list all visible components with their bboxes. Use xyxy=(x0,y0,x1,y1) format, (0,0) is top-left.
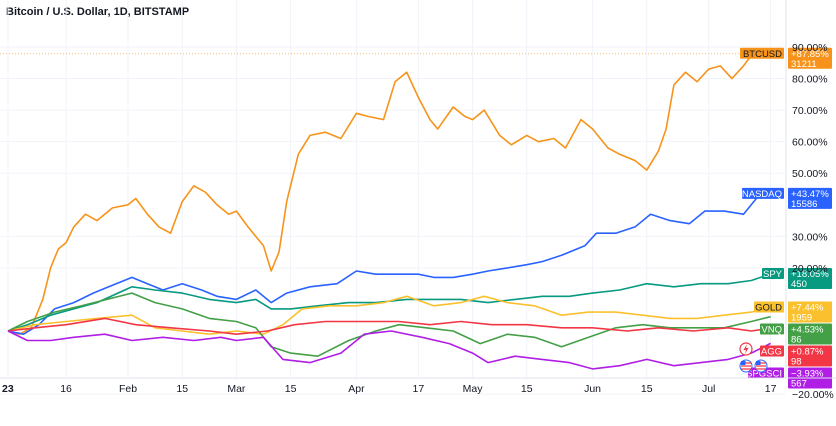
y-tick-label: 20.00% xyxy=(792,263,828,275)
price-label: 567 xyxy=(791,379,807,390)
x-tick-label: Apr xyxy=(348,383,365,395)
x-tick-label: May xyxy=(463,383,484,395)
symbol-tag xyxy=(742,187,784,199)
value-box xyxy=(788,187,832,209)
symbol-name: SPGSCI xyxy=(746,369,782,380)
symbol-name: VNQ xyxy=(761,325,782,336)
symbol-name: SPY xyxy=(763,269,783,280)
y-tick-label: 60.00% xyxy=(792,137,828,149)
symbol-tag xyxy=(740,47,784,59)
y-tick-label: 30.00% xyxy=(792,231,828,243)
x-tick-label: 17 xyxy=(413,383,425,395)
price-label: 450 xyxy=(791,279,807,290)
symbol-tag xyxy=(762,268,784,280)
x-tick-label: Jul xyxy=(702,383,715,395)
change-label: +87.85% xyxy=(791,49,829,60)
x-tick-label: 15 xyxy=(176,383,188,395)
y-tick-label: 50.00% xyxy=(792,168,828,180)
series-label-nasdaq[interactable]: NASDAQ +43.47%15586 xyxy=(742,187,832,210)
price-label: 15586 xyxy=(791,199,817,210)
lightning-icon[interactable] xyxy=(739,342,753,356)
symbol-name: NASDAQ xyxy=(742,189,782,200)
x-tick-label: 15 xyxy=(521,383,533,395)
series-lines xyxy=(0,49,786,370)
us-flag-icon[interactable] xyxy=(754,359,768,373)
series-line-spgsci xyxy=(7,330,771,370)
x-tick-label: Mar xyxy=(227,383,246,395)
symbol-name: BTCUSD xyxy=(743,49,782,60)
x-tick-label: 23 xyxy=(2,383,14,395)
x-axis: 23 16 Feb 15 Mar 15 Apr 17 May 15 Jun 15 Jul 17 xyxy=(0,377,836,395)
symbol-tag xyxy=(760,345,784,357)
series-label-gold[interactable]: GOLD +7.44%1959 xyxy=(754,301,832,324)
symbol-icons[interactable] xyxy=(739,342,768,373)
price-label: 1959 xyxy=(791,313,812,324)
series-label-btcusd[interactable]: BTCUSD +87.85%31211 xyxy=(740,47,832,70)
symbol-tag xyxy=(754,301,784,313)
price-label: 98 xyxy=(791,357,802,368)
x-tick-label: 17 xyxy=(765,383,777,395)
y-axis: 90.00% 80.00% 70.00% 60.00% 50.00% 30.00% 20.0… xyxy=(785,0,834,401)
value-box xyxy=(788,47,832,69)
chart-title: Bitcoin / U.S. Dollar, 1D, BITSTAMP xyxy=(6,6,190,18)
us-flag-icon[interactable] xyxy=(739,359,753,373)
change-label: −3.93% xyxy=(791,369,824,380)
symbol-tag xyxy=(760,323,784,335)
change-label: +0.87% xyxy=(791,347,824,358)
change-label: +7.44% xyxy=(791,303,824,314)
symbol-name: AGG xyxy=(761,347,782,358)
series-label-agg[interactable]: AGG +0.87%98 xyxy=(760,345,832,368)
value-box xyxy=(788,345,832,367)
y-tick-label: −20.00% xyxy=(792,389,834,401)
x-tick-label: Jun xyxy=(584,383,601,395)
value-box xyxy=(788,323,832,345)
series-label-vnq[interactable]: VNQ +4.53%86 xyxy=(760,323,832,346)
change-label: +18.05% xyxy=(791,269,829,280)
value-box xyxy=(788,301,832,323)
x-tick-label: Feb xyxy=(119,383,137,395)
x-tick-label: 15 xyxy=(641,383,653,395)
series-line-btcusd xyxy=(7,49,771,335)
series-line-spy xyxy=(7,273,771,332)
x-tick-label: 15 xyxy=(285,383,297,395)
y-tick-label: 70.00% xyxy=(792,105,828,117)
y-tick-label: 80.00% xyxy=(792,74,828,86)
series-line-agg xyxy=(7,317,771,335)
change-label: +43.47% xyxy=(791,189,829,200)
y-tick-label: 90.00% xyxy=(792,42,828,54)
series-line-vnq xyxy=(7,292,771,357)
series-line-nasdaq xyxy=(7,193,771,335)
grid xyxy=(0,0,786,395)
change-label: +4.53% xyxy=(791,325,824,336)
series-labels: BTCUSD +87.85%31211 NASDAQ +43.47%15586 SPY +… xyxy=(740,47,832,390)
value-box xyxy=(788,268,832,290)
x-tick-label: 16 xyxy=(60,383,72,395)
series-label-spy[interactable]: SPY +18.05%450 xyxy=(762,268,832,290)
price-label: 31211 xyxy=(791,59,817,70)
price-label: 86 xyxy=(791,335,802,346)
symbol-name: GOLD xyxy=(755,303,782,314)
